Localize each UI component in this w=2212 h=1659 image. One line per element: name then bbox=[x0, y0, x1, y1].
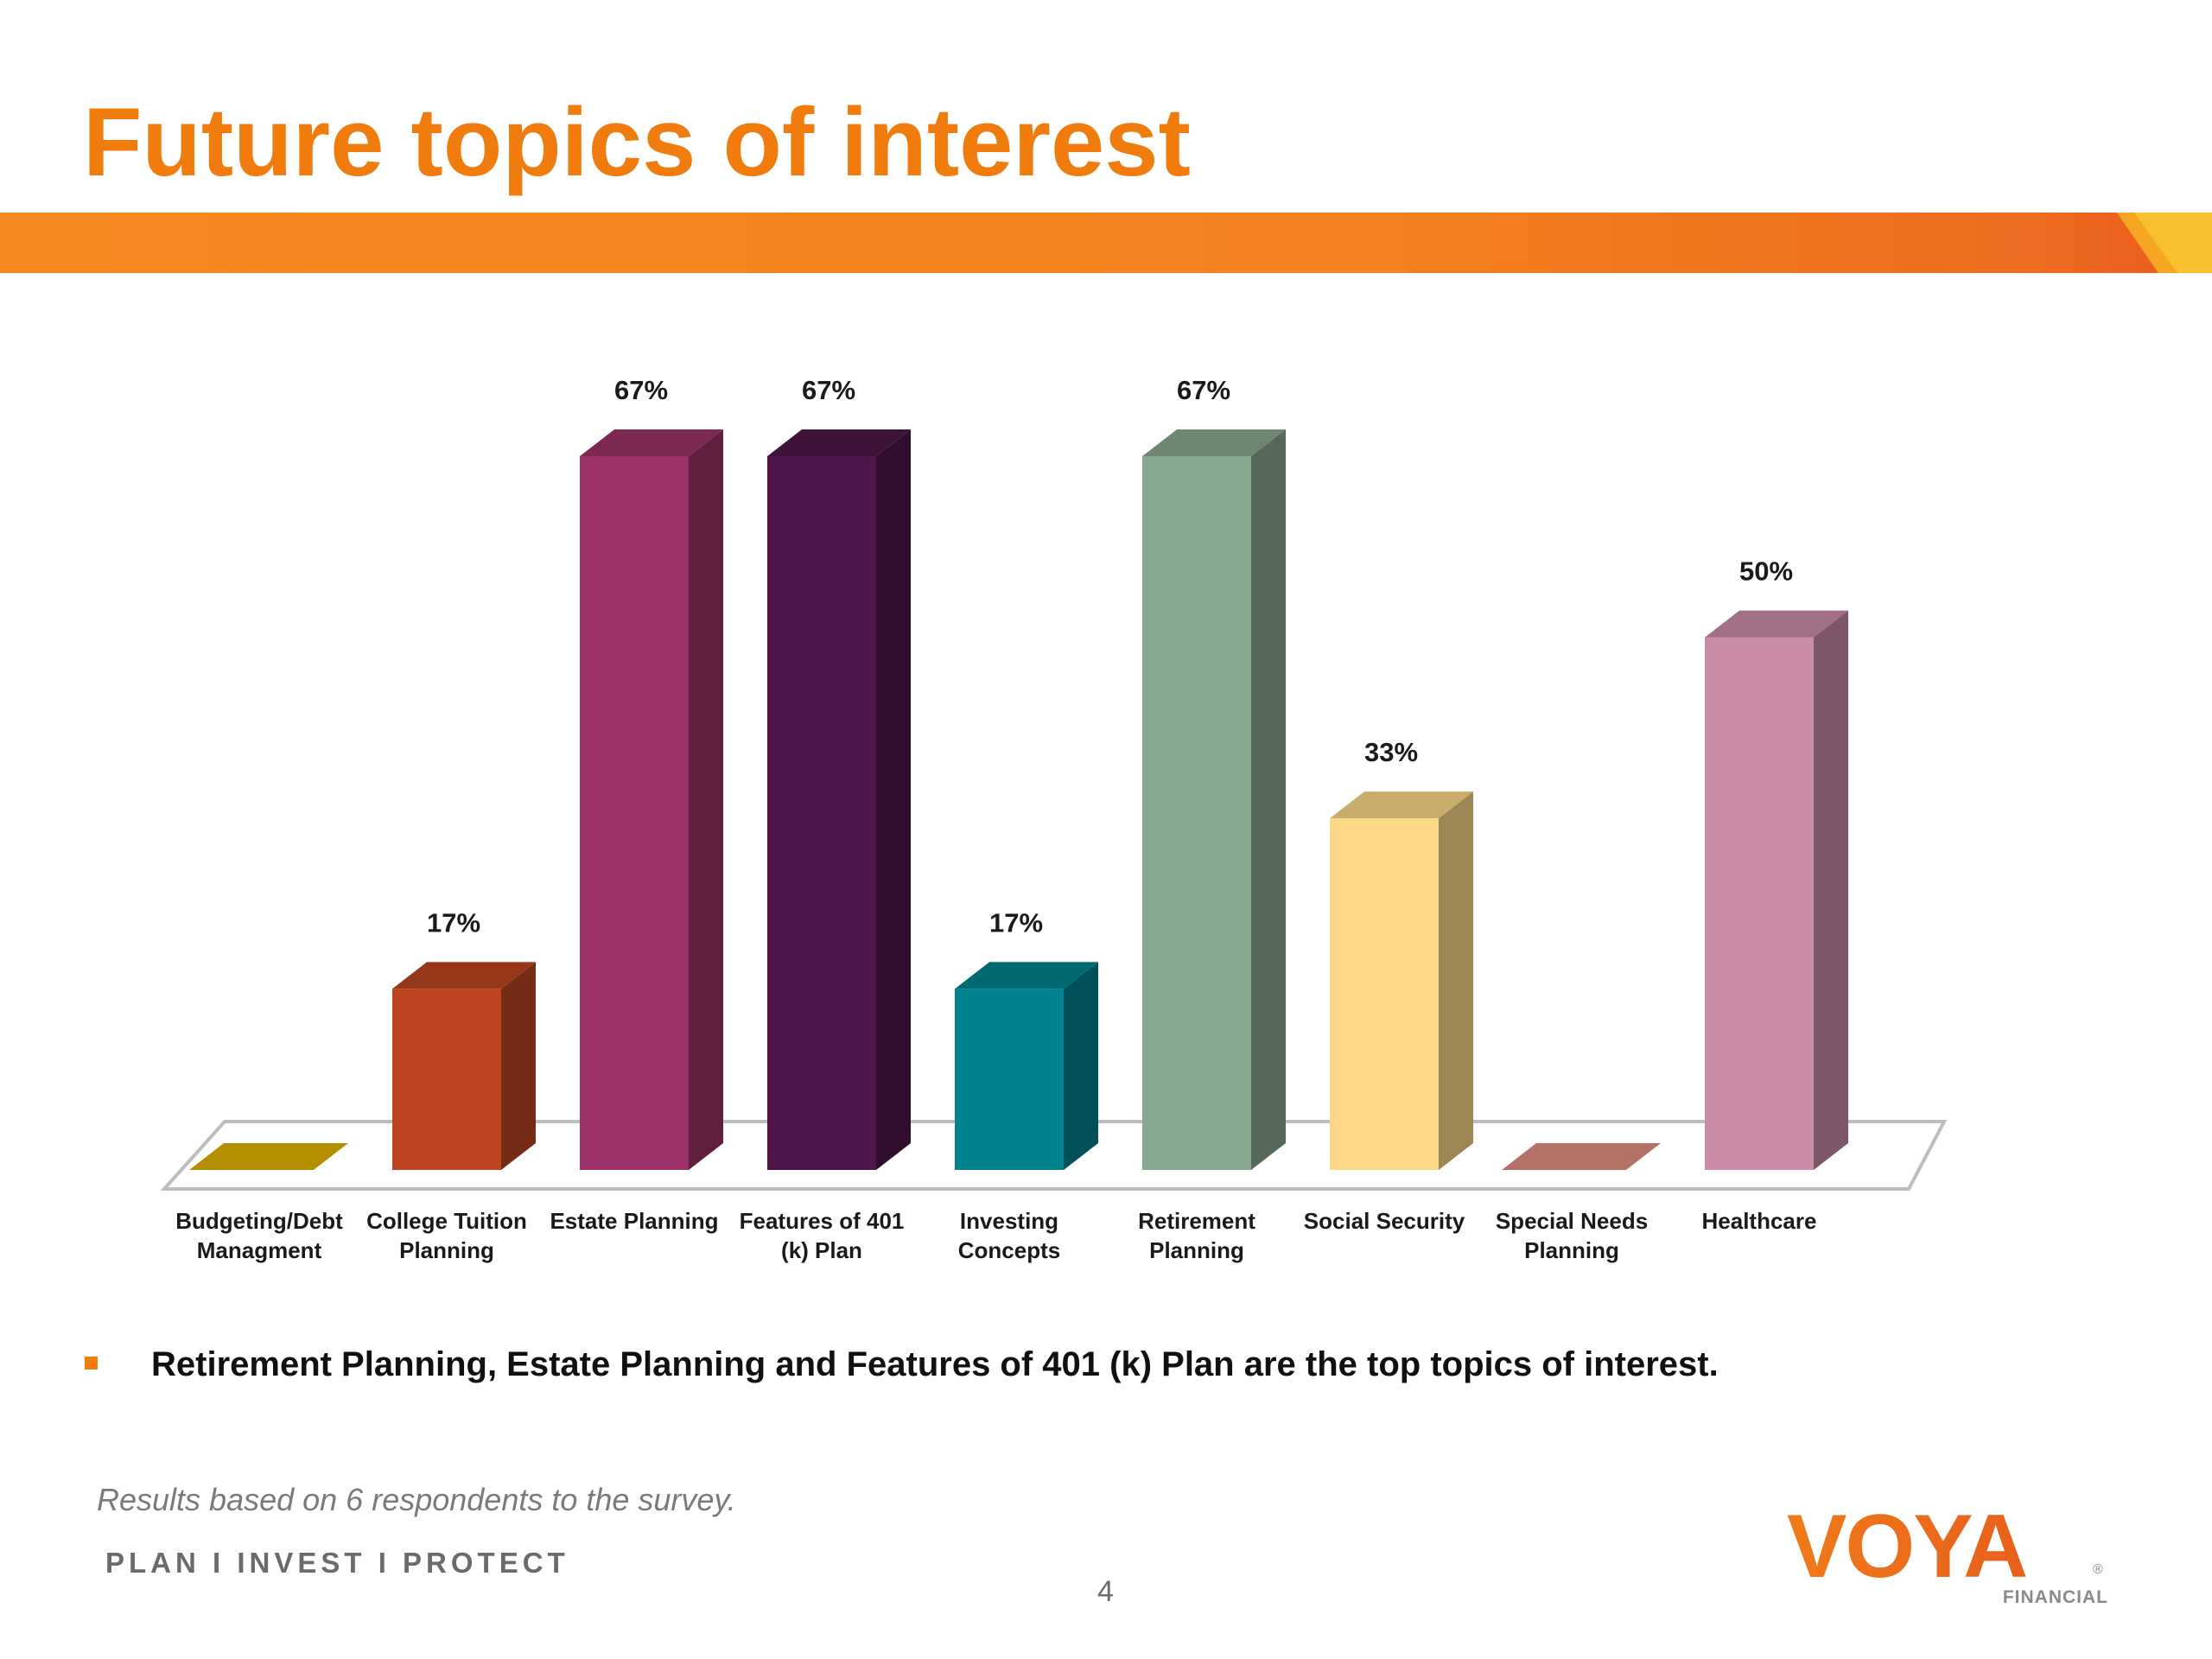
category-label-line: Special Needs bbox=[1496, 1208, 1648, 1234]
category-label-line: Planning bbox=[1149, 1237, 1244, 1263]
logo-wordmark: VOYA bbox=[1787, 1497, 2026, 1597]
category-label-line: Features of 401 bbox=[740, 1208, 905, 1234]
category-label-1: College Tuition Planning bbox=[366, 1208, 527, 1263]
bar-top-8 bbox=[1705, 610, 1848, 638]
bar-top-1 bbox=[392, 962, 536, 989]
category-label-line: Estate Planning bbox=[550, 1208, 718, 1234]
category-label-line: Social Security bbox=[1304, 1208, 1465, 1234]
footer-tagline: PLAN I INVEST I PROTECT bbox=[105, 1547, 569, 1579]
orange-banner bbox=[0, 213, 2212, 273]
bar-8 bbox=[1705, 637, 1814, 1170]
category-label-line: Concepts bbox=[958, 1237, 1060, 1263]
logo-subtext: FINANCIAL bbox=[2003, 1587, 2108, 1607]
bar-1 bbox=[392, 988, 501, 1170]
bar-side-8 bbox=[1814, 610, 1848, 1170]
bar-top-6 bbox=[1330, 791, 1473, 819]
category-label-line: Planning bbox=[399, 1237, 494, 1263]
bar-3 bbox=[767, 456, 876, 1170]
summary-bullet-text: Retirement Planning, Estate Planning and… bbox=[151, 1345, 1719, 1383]
category-label-6: Social Security bbox=[1304, 1208, 1465, 1234]
data-label-3: 67% bbox=[802, 375, 855, 405]
data-label-4: 17% bbox=[989, 907, 1043, 938]
bar-side-4 bbox=[1064, 962, 1098, 1170]
survey-footnote: Results based on 6 respondents to the su… bbox=[97, 1482, 736, 1517]
page-number: 4 bbox=[1097, 1575, 1114, 1608]
data-label-6: 33% bbox=[1364, 737, 1418, 767]
bar-5 bbox=[1142, 456, 1251, 1170]
banner-corner-graphic bbox=[2117, 213, 2212, 273]
page-title: Future topics of interest bbox=[83, 88, 1191, 196]
category-label-7: Special Needs Planning bbox=[1496, 1208, 1648, 1263]
bar-2 bbox=[580, 456, 689, 1170]
logo-registered-mark: ® bbox=[2093, 1562, 2103, 1577]
bullet-marker bbox=[85, 1357, 98, 1370]
bar-side-2 bbox=[689, 429, 723, 1170]
bar-top-2 bbox=[580, 429, 723, 456]
bar-top-3 bbox=[767, 429, 911, 456]
bar-6 bbox=[1330, 818, 1439, 1170]
category-label-3: Features of 401 (k) Plan bbox=[740, 1208, 905, 1263]
data-label-8: 50% bbox=[1739, 556, 1793, 587]
category-label-line: Investing bbox=[960, 1208, 1058, 1234]
category-label-line: Planning bbox=[1524, 1237, 1619, 1263]
bar-side-3 bbox=[876, 429, 911, 1170]
category-label-line: (k) Plan bbox=[781, 1237, 862, 1263]
category-label-5: Retirement Planning bbox=[1138, 1208, 1255, 1263]
data-label-1: 17% bbox=[427, 907, 480, 938]
category-label-line: Healthcare bbox=[1702, 1208, 1817, 1234]
bar-top-5 bbox=[1142, 429, 1286, 456]
bar-4 bbox=[955, 988, 1064, 1170]
category-label-4: Investing Concepts bbox=[958, 1208, 1060, 1263]
category-label-line: Retirement bbox=[1138, 1208, 1255, 1234]
category-label-0: Budgeting/Debt Managment bbox=[175, 1208, 343, 1263]
bar-side-6 bbox=[1439, 791, 1473, 1170]
bar-side-1 bbox=[501, 962, 536, 1170]
voya-financial-logo: VOYA ® FINANCIAL bbox=[1787, 1497, 2108, 1607]
category-label-line: College Tuition bbox=[366, 1208, 527, 1234]
bar-flat-7 bbox=[1502, 1143, 1661, 1170]
category-label-line: Budgeting/Debt bbox=[175, 1208, 343, 1234]
data-label-2: 67% bbox=[614, 375, 668, 405]
bar-side-5 bbox=[1251, 429, 1286, 1170]
category-label-2: Estate Planning bbox=[550, 1208, 718, 1234]
category-label-8: Healthcare bbox=[1702, 1208, 1817, 1234]
bar-flat-0 bbox=[189, 1143, 348, 1170]
data-label-5: 67% bbox=[1177, 375, 1230, 405]
category-label-line: Managment bbox=[197, 1237, 322, 1263]
bar-top-4 bbox=[955, 962, 1098, 989]
